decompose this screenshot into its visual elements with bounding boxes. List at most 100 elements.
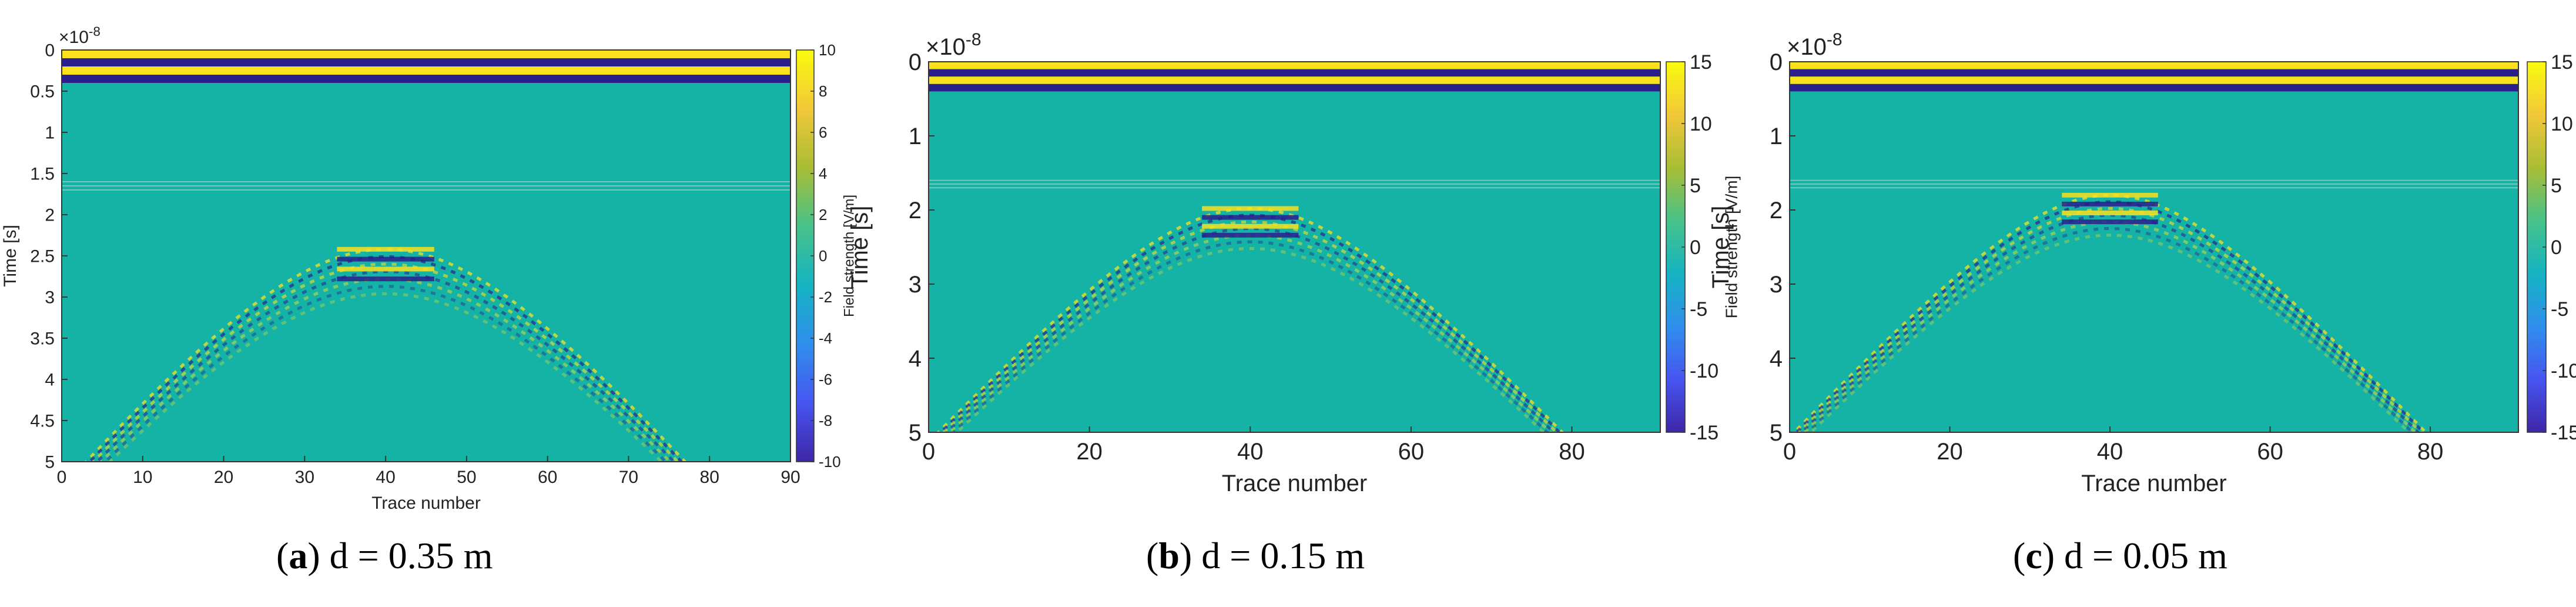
x-tick-label: 20 xyxy=(1937,439,1963,465)
x-tick-label: 0 xyxy=(922,439,935,465)
x-tick-label: 80 xyxy=(2417,439,2444,465)
colorbar-tick-label: 10 xyxy=(2551,113,2573,135)
caption-b: (b) d = 0.15 m xyxy=(1146,535,1365,576)
hyperbola-reflection xyxy=(1794,200,2426,432)
hyperbola-apex-band xyxy=(2062,201,2158,206)
hyperbola-reflection xyxy=(1803,220,2417,432)
colorbar-tick-label: 10 xyxy=(819,41,836,59)
y-tick-label: 3 xyxy=(1770,272,1783,298)
hyperbola-apex-band xyxy=(1202,224,1299,229)
direct-wave-band xyxy=(1790,69,2518,77)
colorbar-tick-label: -2 xyxy=(819,288,832,306)
y-tick-label: 2.5 xyxy=(30,247,55,266)
x-axis-label: Trace number xyxy=(2081,471,2227,496)
colorbar-tick-label: -10 xyxy=(2551,360,2576,382)
y-tick-label: 4.5 xyxy=(30,412,55,431)
x-tick-label: 0 xyxy=(1783,439,1796,465)
x-tick-label: 80 xyxy=(1559,439,1585,465)
hyperbola-apex-band xyxy=(337,276,434,282)
y-tick-label: 1 xyxy=(1770,124,1783,149)
y-tick-label: 0 xyxy=(909,49,922,75)
colorbar-tick-label: 15 xyxy=(2551,51,2573,74)
y-tick-label: 2 xyxy=(1770,198,1783,224)
y-tick-label: 4 xyxy=(1770,346,1783,372)
y-tick-label: 5 xyxy=(1770,420,1783,446)
plot-background xyxy=(1790,62,2518,432)
y-exponent-label: ×10-8 xyxy=(926,30,982,60)
hyperbola-reflection xyxy=(951,240,1550,432)
plot-background xyxy=(62,50,790,462)
radargram-image xyxy=(1790,62,2518,432)
x-tick-label: 60 xyxy=(1398,439,1425,465)
direct-wave-band xyxy=(929,76,1660,84)
x-tick-label: 90 xyxy=(780,468,800,487)
colorbar-tick-label: 4 xyxy=(819,165,827,182)
radargram-image xyxy=(929,62,1660,432)
plot-frame xyxy=(928,61,1661,433)
caption-c: (c) d = 0.05 m xyxy=(2013,535,2227,576)
colorbar-tick-label: 15 xyxy=(1690,51,1712,74)
y-tick-label: 5 xyxy=(45,453,55,472)
x-tick-label: 40 xyxy=(2097,439,2123,465)
panel-a: 0 0.5 1 1.5 2 2.5 3 3.5 4 4.5 5 0 10 20 30 40 50 60 70 80 90… xyxy=(0,0,857,607)
hyperbola-reflection xyxy=(1797,206,2423,432)
direct-wave-band xyxy=(62,66,790,75)
y-tick-label: 2 xyxy=(45,206,55,225)
hyperbola-reflection xyxy=(1792,194,2428,432)
colorbar-tick-label: -6 xyxy=(819,371,832,388)
colorbar-tick-label: 2 xyxy=(819,206,827,224)
x-tick-label: 70 xyxy=(619,468,638,487)
hyperbola-apex-band xyxy=(1202,215,1299,220)
y-exponent-label: ×10-8 xyxy=(59,24,101,47)
y-tick-label: 4 xyxy=(909,346,922,372)
hyperbola-reflection xyxy=(1808,234,2411,432)
x-tick-label: 20 xyxy=(1076,439,1103,465)
colorbar-tick-label: -10 xyxy=(1690,360,1719,382)
hyperbola-apex-band xyxy=(337,266,434,272)
y-tick-label: 0 xyxy=(1770,49,1783,75)
hyperbola-reflection xyxy=(954,246,1546,432)
y-tick-label: 0 xyxy=(45,41,55,61)
x-tick-label: 60 xyxy=(2257,439,2283,465)
y-axis-label: Time [s] xyxy=(1,225,20,287)
y-tick-label: 1 xyxy=(45,124,55,143)
y-tick-label: 0.5 xyxy=(30,82,55,102)
y-tick-label: 5 xyxy=(909,420,922,446)
panel-c: 0 1 2 3 4 5 0 20 40 60 80 ×10-8 Trace number Time [s]… xyxy=(1708,0,2576,607)
hyperbola-reflection xyxy=(108,292,664,462)
y-tick-label: 3.5 xyxy=(30,329,55,349)
y-axis-label: Time [s] xyxy=(847,206,873,289)
panel-b: 0 1 2 3 4 5 0 20 40 60 80 ×10-8 Trace number Time [s]… xyxy=(847,0,1740,607)
hyperbola-reflection xyxy=(84,248,688,462)
y-tick-label: 3 xyxy=(909,272,922,298)
colorbar-label: Field strength [V/m] xyxy=(1722,176,1740,319)
colorbar-tick-label: 5 xyxy=(2551,175,2562,197)
x-tick-label: 60 xyxy=(538,468,557,487)
hyperbola-apex-band xyxy=(337,246,434,252)
y-tick-label: 1.5 xyxy=(30,165,55,184)
hyperbola-apex-band xyxy=(1202,206,1299,211)
x-tick-label: 50 xyxy=(457,468,476,487)
hyperbola-reflection xyxy=(936,206,1565,432)
colorbar-tick-label: 5 xyxy=(1690,175,1701,197)
radargram-image xyxy=(62,50,790,462)
y-axis-label: Time [s] xyxy=(1708,206,1734,289)
colorbar-tick-label: 0 xyxy=(2551,236,2562,259)
hyperbola-apex-band xyxy=(2062,192,2158,198)
x-axis-label: Trace number xyxy=(1222,471,1368,496)
direct-wave-band xyxy=(62,50,790,58)
hyperbola-apex-band xyxy=(337,256,434,262)
x-tick-label: 30 xyxy=(295,468,314,487)
chart-a: 00.511.522.533.544.550 10 20 30 40 50 60 70 80 90… xyxy=(1,24,857,513)
x-tick-label: 20 xyxy=(214,468,233,487)
hyperbola-apex-band xyxy=(2062,219,2158,225)
colorbar-tick-label: 8 xyxy=(819,82,827,100)
direct-wave-band xyxy=(1790,76,2518,84)
x-tick-label: 0 xyxy=(57,468,67,487)
x-tick-label: 40 xyxy=(376,468,395,487)
y-tick-label: 1 xyxy=(909,124,922,149)
plot-background xyxy=(929,62,1660,432)
colorbar-tick-label: -8 xyxy=(819,412,832,429)
hyperbola-reflection xyxy=(939,214,1562,432)
